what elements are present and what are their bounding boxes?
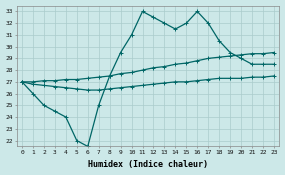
X-axis label: Humidex (Indice chaleur): Humidex (Indice chaleur) xyxy=(88,160,208,169)
